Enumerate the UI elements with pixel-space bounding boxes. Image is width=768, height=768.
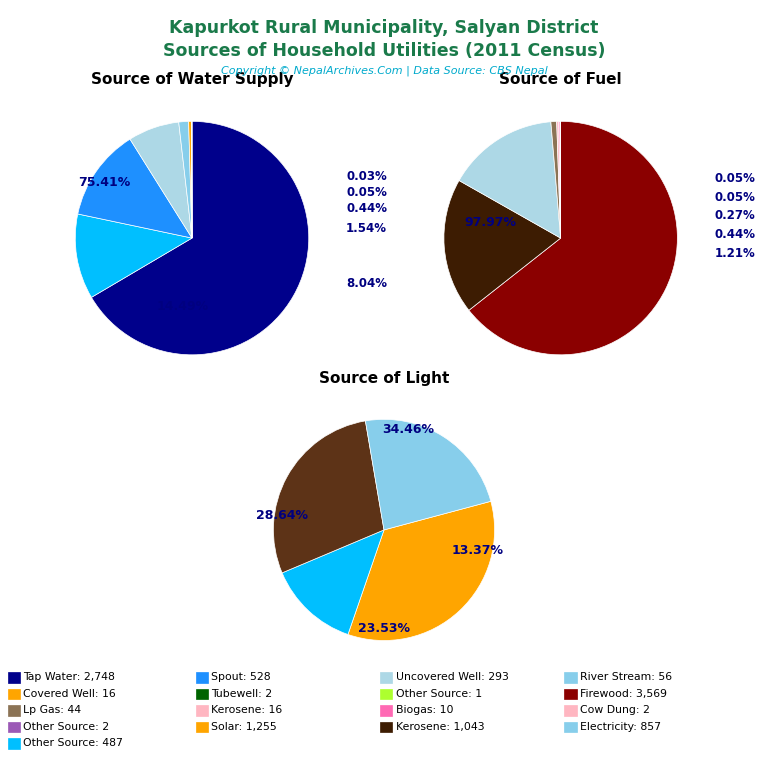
Text: Firewood: 3,569: Firewood: 3,569 xyxy=(580,689,667,699)
Text: 13.37%: 13.37% xyxy=(452,545,504,558)
Wedge shape xyxy=(179,121,192,238)
Text: Uncovered Well: 293: Uncovered Well: 293 xyxy=(396,672,508,683)
Text: Sources of Household Utilities (2011 Census): Sources of Household Utilities (2011 Cen… xyxy=(163,42,605,60)
Wedge shape xyxy=(444,180,561,310)
Wedge shape xyxy=(459,122,561,238)
Text: Lp Gas: 44: Lp Gas: 44 xyxy=(23,705,81,716)
Text: 0.05%: 0.05% xyxy=(715,172,756,185)
Wedge shape xyxy=(348,502,495,641)
Text: 34.46%: 34.46% xyxy=(382,422,435,435)
Text: Covered Well: 16: Covered Well: 16 xyxy=(23,689,116,699)
Text: Copyright © NepalArchives.Com | Data Source: CBS Nepal: Copyright © NepalArchives.Com | Data Sou… xyxy=(220,65,548,76)
Text: Other Source: 487: Other Source: 487 xyxy=(23,738,123,749)
Text: Other Source: 2: Other Source: 2 xyxy=(23,722,109,732)
Wedge shape xyxy=(469,121,677,355)
Text: 97.97%: 97.97% xyxy=(465,217,517,230)
Text: Tap Water: 2,748: Tap Water: 2,748 xyxy=(23,672,115,683)
Text: Solar: 1,255: Solar: 1,255 xyxy=(211,722,277,732)
Text: Biogas: 10: Biogas: 10 xyxy=(396,705,453,716)
Text: Spout: 528: Spout: 528 xyxy=(211,672,271,683)
Wedge shape xyxy=(75,214,192,297)
Wedge shape xyxy=(366,419,491,530)
Text: 0.05%: 0.05% xyxy=(346,186,387,199)
Wedge shape xyxy=(273,421,384,573)
Wedge shape xyxy=(559,121,561,238)
Text: River Stream: 56: River Stream: 56 xyxy=(580,672,672,683)
Title: Source of Water Supply: Source of Water Supply xyxy=(91,72,293,87)
Text: Kapurkot Rural Municipality, Salyan District: Kapurkot Rural Municipality, Salyan Dist… xyxy=(169,19,599,37)
Text: 14.49%: 14.49% xyxy=(157,300,209,313)
Wedge shape xyxy=(551,121,561,238)
Text: Other Source: 1: Other Source: 1 xyxy=(396,689,482,699)
Wedge shape xyxy=(91,121,309,355)
Text: 0.03%: 0.03% xyxy=(346,170,387,183)
Wedge shape xyxy=(557,121,561,238)
Text: 0.44%: 0.44% xyxy=(715,228,756,241)
Text: 1.54%: 1.54% xyxy=(346,222,387,235)
Text: Kerosene: 1,043: Kerosene: 1,043 xyxy=(396,722,484,732)
Text: 0.05%: 0.05% xyxy=(715,190,756,204)
Title: Source of Light: Source of Light xyxy=(319,372,449,386)
Text: 75.41%: 75.41% xyxy=(78,176,131,189)
Text: 0.27%: 0.27% xyxy=(715,210,756,223)
Text: Tubewell: 2: Tubewell: 2 xyxy=(211,689,273,699)
Text: 28.64%: 28.64% xyxy=(257,509,308,522)
Wedge shape xyxy=(78,139,192,238)
Wedge shape xyxy=(282,530,384,634)
Text: Electricity: 857: Electricity: 857 xyxy=(580,722,660,732)
Text: Kerosene: 16: Kerosene: 16 xyxy=(211,705,283,716)
Wedge shape xyxy=(130,122,192,238)
Text: 8.04%: 8.04% xyxy=(346,277,387,290)
Text: 0.44%: 0.44% xyxy=(346,203,387,215)
Wedge shape xyxy=(189,121,192,238)
Text: Cow Dung: 2: Cow Dung: 2 xyxy=(580,705,650,716)
Title: Source of Fuel: Source of Fuel xyxy=(499,72,622,87)
Text: 23.53%: 23.53% xyxy=(358,621,410,634)
Text: 1.21%: 1.21% xyxy=(715,247,756,260)
